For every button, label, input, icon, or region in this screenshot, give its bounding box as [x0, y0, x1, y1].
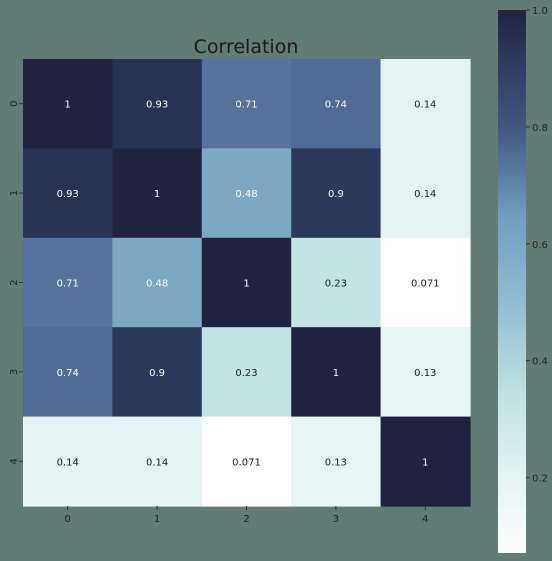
heatmap-cell-3-2	[201, 327, 292, 418]
heatmap-cell-4-0	[23, 416, 113, 507]
cell-value-label: 0.23	[325, 279, 347, 290]
cell-value-label: 1	[333, 368, 339, 379]
colorbar-tick-label: 0.8	[532, 123, 548, 134]
heatmap-cell-2-1	[112, 237, 203, 328]
heatmap-cell-1-2	[201, 148, 292, 239]
y-tick-label: 4	[9, 458, 20, 464]
cell-value-label: 0.93	[146, 100, 168, 111]
colorbar-gradient	[498, 10, 526, 553]
heatmap-cell-0-3	[291, 59, 382, 149]
cell-value-label: 0.14	[414, 100, 436, 111]
cell-value-label: 0.071	[411, 279, 440, 290]
cell-value-label: 1	[154, 189, 160, 200]
chart-title: Correlation	[194, 36, 299, 58]
heatmap-cell-0-1	[112, 59, 203, 149]
y-axis: 0 1 2 3 4	[9, 101, 23, 464]
heatmap-cell-4-3	[291, 416, 382, 507]
heatmap-cell-4-4	[380, 416, 471, 507]
heatmap-cell-4-1	[112, 416, 203, 507]
cell-value-label: 0.14	[57, 457, 79, 468]
cell-value-label: 0.13	[325, 457, 347, 468]
cell-value-label: 0.48	[235, 189, 257, 200]
heatmap-cell-0-4	[380, 59, 471, 149]
heatmap-cell-3-3	[291, 327, 382, 418]
colorbar: 0.2 0.4 0.6 0.8 1.0	[498, 6, 548, 553]
cell-value-label: 1	[243, 279, 249, 290]
heatmap-cell-0-0	[23, 59, 113, 149]
cell-value-label: 0.93	[57, 189, 79, 200]
cell-value-label: 0.13	[414, 368, 436, 379]
cell-value-label: 1	[65, 100, 71, 111]
colorbar-tick-label: 0.6	[532, 240, 548, 251]
cell-value-label: 0.14	[414, 189, 436, 200]
heatmap-cell-0-2	[201, 59, 292, 149]
x-axis: 0 1 2 3 4	[65, 506, 428, 525]
cell-value-label: 0.071	[232, 457, 261, 468]
cell-value-label: 0.74	[325, 100, 347, 111]
heatmap-cell-3-1	[112, 327, 203, 418]
heatmap-cell-2-3	[291, 237, 382, 328]
cell-value-label: 0.48	[146, 279, 168, 290]
heatmap-cell-3-4	[380, 327, 471, 418]
x-tick-label: 3	[333, 514, 339, 525]
cell-value-label: 0.9	[149, 368, 165, 379]
heatmap-cell-2-0	[23, 237, 113, 328]
cell-value-label: 0.71	[57, 279, 79, 290]
cell-value-label: 0.74	[57, 368, 79, 379]
heatmap-cell-1-3	[291, 148, 382, 239]
cell-value-label: 0.71	[235, 100, 257, 111]
x-tick-label: 4	[422, 514, 428, 525]
heatmap-cell-1-4	[380, 148, 471, 239]
x-tick-label: 1	[154, 514, 160, 525]
y-tick-label: 3	[9, 369, 20, 375]
y-tick-label: 0	[9, 101, 20, 107]
colorbar-tick-label: 1.0	[532, 6, 548, 17]
cell-value-label: 0.14	[146, 457, 168, 468]
y-tick-label: 2	[9, 279, 20, 285]
x-tick-label: 2	[243, 514, 249, 525]
cell-value-label: 0.23	[235, 368, 257, 379]
heatmap-cell-1-0	[23, 148, 113, 239]
colorbar-tick-label: 0.4	[532, 357, 548, 368]
cell-value-label: 1	[422, 457, 428, 468]
heatmap-cell-1-1	[112, 148, 203, 239]
heatmap-cell-2-2	[201, 237, 292, 328]
colorbar-tick-label: 0.2	[532, 474, 548, 485]
heatmap-cell-4-2	[201, 416, 292, 507]
heatmap-cells: 1 0.93 0.71 0.74 0.14 0.93 1 0.48 0.9 0.14 0.71 0.4…	[23, 59, 471, 507]
heatmap-cell-3-0	[23, 327, 113, 418]
x-tick-label: 0	[65, 514, 71, 525]
cell-value-label: 0.9	[328, 189, 344, 200]
y-tick-label: 1	[9, 190, 20, 196]
heatmap-cell-2-4	[380, 237, 471, 328]
